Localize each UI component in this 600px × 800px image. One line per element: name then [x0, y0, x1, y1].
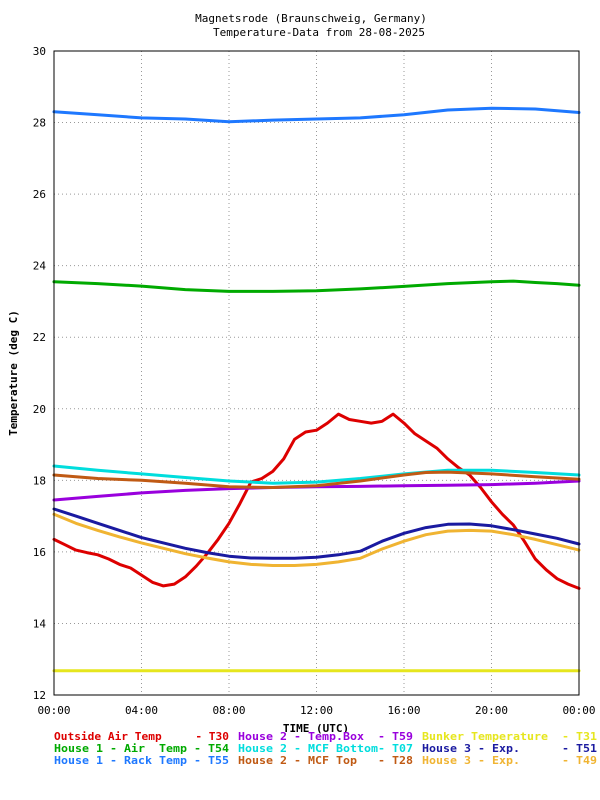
y-tick-label: 14: [33, 617, 47, 630]
series-line-t55: [52, 106, 581, 124]
x-tick-label: 04:00: [125, 704, 158, 717]
legend-entry: House 2 - MCF Top - T28: [238, 754, 413, 767]
chart-title: Magnetsrode (Braunschweig, Germany): [195, 12, 427, 25]
series-line-t30: [52, 412, 581, 590]
legend: Outside Air Temp - T30 House 2 - Temp.Box…: [54, 730, 597, 767]
legend-entry: House 3 - Exp. - T51: [422, 742, 597, 755]
plot-frame: [53, 50, 580, 696]
legend-entry: House 2 - Temp.Box - T59: [238, 730, 413, 743]
legend-entry: Bunker Temperature - T31: [422, 730, 597, 743]
series-line-t54: [52, 279, 581, 293]
y-tick-label: 26: [33, 188, 46, 201]
legend-entry: House 1 - Air Temp - T54: [54, 742, 229, 755]
legend-entry: Outside Air Temp - T30: [54, 730, 229, 743]
y-tick-label: 30: [33, 45, 46, 58]
chart-subtitle: Temperature-Data from 28-08-2025: [213, 26, 425, 39]
series-line-t07: [52, 464, 581, 485]
y-tick-label: 16: [33, 546, 46, 559]
y-axis-label: Temperature (deg C): [7, 310, 20, 436]
y-tick-label: 18: [33, 474, 46, 487]
x-tick-label: 20:00: [475, 704, 508, 717]
y-tick-label: 12: [33, 689, 46, 702]
series-lines: [52, 106, 581, 673]
legend-entry: House 2 - MCF Bottom- T07: [238, 742, 413, 755]
series-line-t49: [52, 512, 581, 567]
y-tick-label: 20: [33, 403, 46, 416]
legend-entry: House 1 - Rack Temp - T55: [54, 754, 229, 767]
y-tick-label: 22: [33, 331, 46, 344]
x-axis-label: TIME (UTC): [283, 722, 349, 735]
series-line-t28: [52, 470, 581, 489]
legend-entry: House 3 - Exp. - T49: [422, 754, 597, 767]
x-tick-label: 16:00: [387, 704, 420, 717]
y-axis-ticks: 12 14 16 18 20 22 24 26 28 30: [33, 45, 47, 702]
x-tick-label: 08:00: [212, 704, 245, 717]
x-axis-ticks: 00:00 04:00 08:00 12:00 16:00 20:00 00:00: [37, 704, 595, 717]
y-tick-label: 28: [33, 117, 46, 130]
x-tick-label: 00:00: [562, 704, 595, 717]
x-tick-label: 12:00: [300, 704, 333, 717]
series-line-t51: [52, 507, 581, 560]
x-tick-label: 00:00: [37, 704, 70, 717]
y-tick-label: 24: [33, 260, 47, 273]
grid-lines: [54, 51, 579, 695]
